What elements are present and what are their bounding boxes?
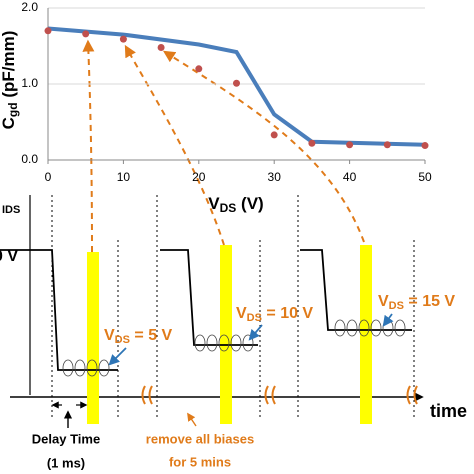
y-tick-label: 2.0 — [21, 0, 38, 14]
data-point — [383, 141, 391, 149]
ripples — [62, 319, 406, 377]
x-tick-label: 50 — [418, 170, 432, 184]
remove-label: for 5 mins — [169, 454, 231, 469]
vds-label: VDS = 15 V — [378, 293, 455, 312]
waveform — [0, 249, 118, 371]
link-arrow — [124, 44, 225, 246]
waveform — [300, 249, 412, 331]
timing-diagram: IDS 0 V time — [0, 39, 467, 470]
break-marks — [141, 385, 418, 405]
ids-label: IDS — [2, 204, 20, 216]
delay-label: Delay Time — [32, 431, 100, 446]
vds-label: VDS = 5 V — [104, 327, 173, 346]
data-point — [308, 139, 316, 147]
x-tick-label: 10 — [117, 170, 131, 184]
pointer — [382, 313, 394, 327]
data-point — [119, 35, 127, 43]
data-point — [421, 142, 429, 150]
remove-pointer — [187, 412, 197, 427]
delay-label: (1 ms) — [47, 455, 85, 470]
waveform — [160, 249, 258, 346]
data-point — [195, 65, 203, 73]
y-axis-label: Cgd (pF/mm) — [0, 31, 20, 130]
x-axis-label: VDS (V) — [208, 194, 263, 215]
measure-window — [220, 245, 232, 424]
link-arrow — [82, 39, 95, 253]
data-point — [82, 30, 90, 38]
x-tick-label: 0 — [45, 170, 52, 184]
vds-label: VDS = 10 V — [236, 305, 313, 324]
pointer — [108, 347, 127, 366]
x-tick-label: 30 — [268, 170, 282, 184]
link-arrow — [162, 50, 365, 243]
measure-window — [360, 245, 372, 424]
x-tick-label: 20 — [192, 170, 206, 184]
data-point — [233, 79, 240, 87]
data-point — [44, 27, 52, 35]
time-label: time — [430, 401, 467, 421]
y-tick-label: 0.0 — [21, 152, 38, 166]
data-point — [270, 131, 278, 139]
pointer — [248, 324, 263, 341]
data-point — [157, 44, 165, 52]
measure-window — [87, 252, 99, 424]
y-tick-label: 1.0 — [21, 76, 38, 90]
x-tick-label: 40 — [343, 170, 357, 184]
data-point — [346, 141, 354, 149]
level-label: 0 V — [0, 248, 18, 265]
remove-label: remove all biases — [146, 431, 254, 446]
